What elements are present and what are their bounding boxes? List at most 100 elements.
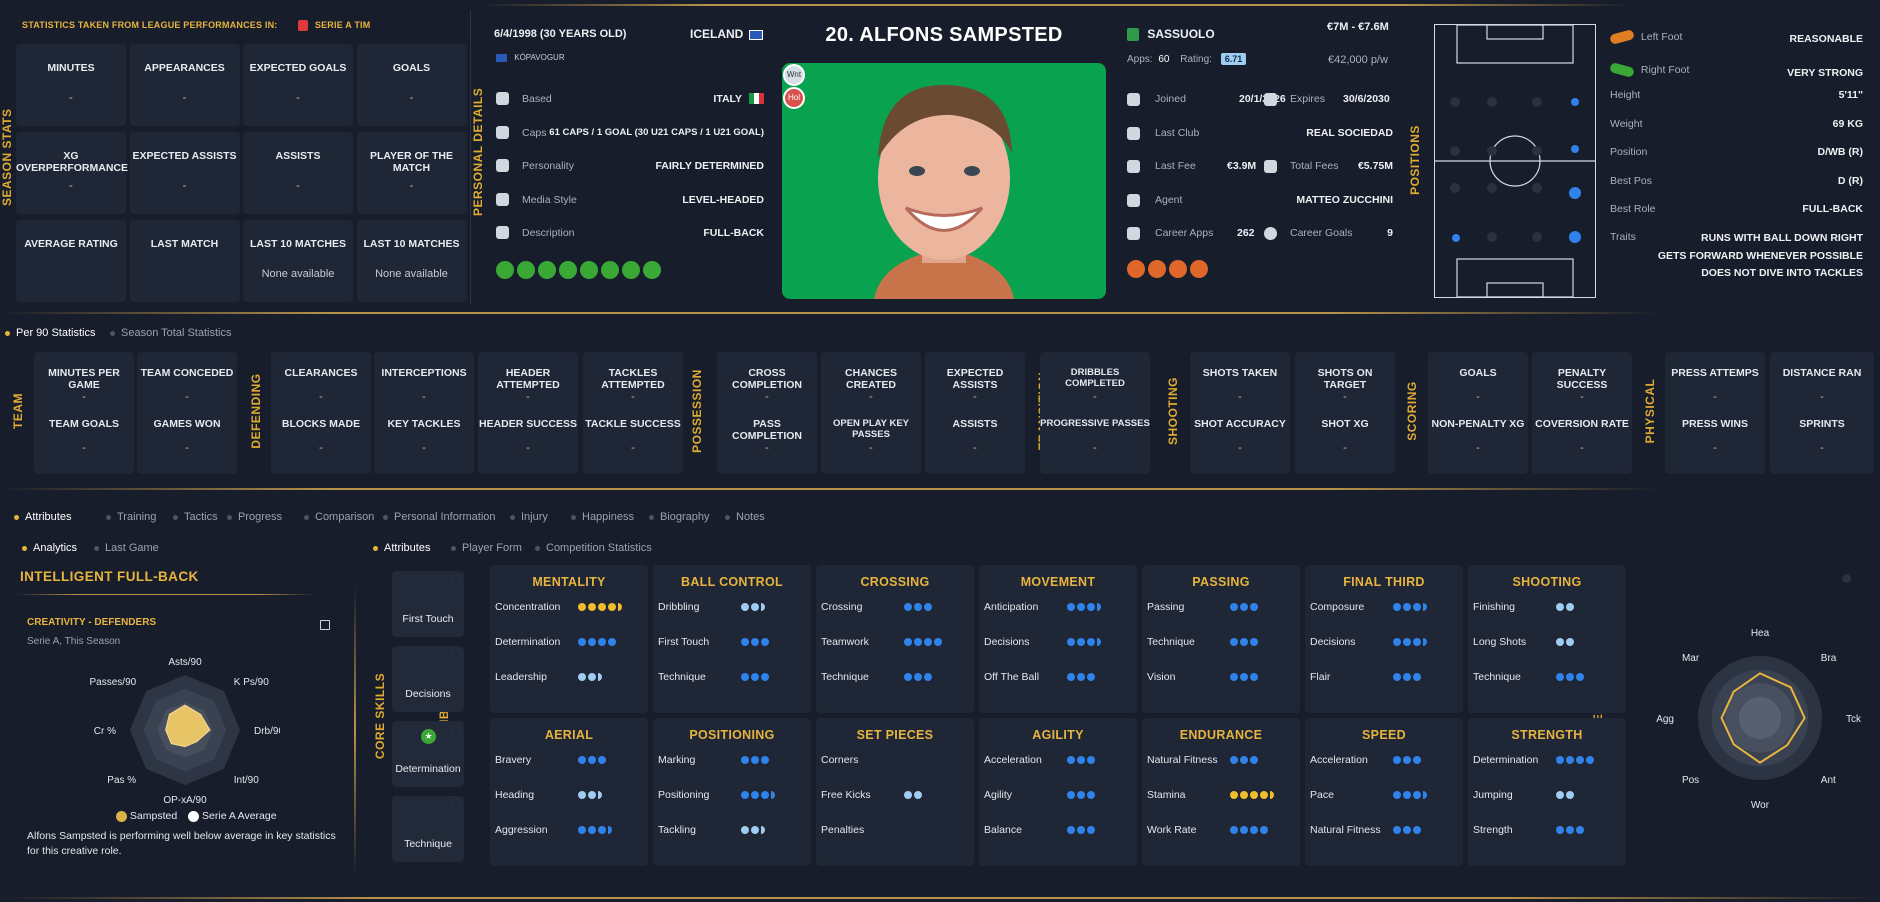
tab-season-total[interactable]: Season Total Statistics (110, 327, 231, 339)
attr-name[interactable]: Stamina (1147, 789, 1186, 801)
season-stat-expected-goals[interactable]: EXPECTED GOALS - (243, 44, 353, 126)
p90-card-dribbles-completed[interactable]: DRIBBLES COMPLETED - PROGRESSIVE PASSES - (1040, 352, 1150, 474)
badge-wnt[interactable]: Wnt (783, 64, 805, 86)
attr-name[interactable]: First Touch (658, 636, 710, 648)
season-stat-player-of-the-match[interactable]: PLAYER OF THE MATCH - (356, 132, 467, 214)
subtab-analytics[interactable]: Analytics (22, 542, 77, 554)
attr-name[interactable]: Work Rate (1147, 824, 1197, 836)
season-stat-average-rating[interactable]: AVERAGE RATING (16, 220, 126, 302)
settings-dot[interactable] (1842, 574, 1851, 583)
attr-name[interactable]: Leadership (495, 671, 547, 683)
season-stat-expected-assists[interactable]: EXPECTED ASSISTS - (129, 132, 240, 214)
trait-item[interactable]: RUNS WITH BALL DOWN RIGHT (1701, 232, 1863, 244)
core-skill-determination[interactable]: ★ Determination (392, 721, 464, 787)
tab-training[interactable]: Training (106, 511, 156, 523)
attr-name[interactable]: Strength (1473, 824, 1513, 836)
attr-name[interactable]: Agility (984, 789, 1013, 801)
attr-name[interactable]: Technique (1147, 636, 1195, 648)
core-skill-first-touch[interactable]: First Touch (392, 571, 464, 637)
subtab-attributes[interactable]: Attributes (373, 542, 430, 554)
attr-name[interactable]: Flair (1310, 671, 1331, 683)
tab-comparison[interactable]: Comparison (304, 511, 374, 523)
attr-name[interactable]: Determination (495, 636, 561, 648)
p90-card-team-conceded[interactable]: TEAM CONCEDED - GAMES WON - (137, 352, 237, 474)
season-stat-last-match[interactable]: LAST MATCH (129, 220, 240, 302)
core-skill-decisions[interactable]: Decisions (392, 646, 464, 712)
attr-name[interactable]: Composure (1310, 601, 1365, 613)
attr-name[interactable]: Passing (1147, 601, 1185, 613)
season-stat-xg-overperformance[interactable]: XG OVERPERFORMANCE - (16, 132, 128, 214)
tab-progress[interactable]: Progress (227, 511, 282, 523)
attr-name[interactable]: Natural Fitness (1147, 754, 1218, 766)
p90-card-tackles-attempted[interactable]: TACKLES ATTEMPTED - TACKLE SUCCESS - (583, 352, 683, 474)
attr-name[interactable]: Bravery (495, 754, 532, 766)
attr-name[interactable]: Anticipation (984, 601, 1039, 613)
attr-name[interactable]: Decisions (1310, 636, 1356, 648)
attr-name[interactable]: Finishing (1473, 601, 1516, 613)
attr-name[interactable]: Marking (658, 754, 696, 766)
tab-injury[interactable]: Injury (510, 511, 548, 523)
expand-icon[interactable] (320, 620, 330, 630)
p90-card-chances-created[interactable]: CHANCES CREATED - OPEN PLAY KEY PASSES - (821, 352, 921, 474)
trait-item[interactable]: DOES NOT DIVE INTO TACKLES (1701, 267, 1863, 279)
attr-name[interactable]: Technique (1473, 671, 1521, 683)
season-stat-last-10-matches[interactable]: LAST 10 MATCHES None available (356, 220, 467, 302)
attr-name[interactable]: Balance (984, 824, 1022, 836)
attr-name[interactable]: Vision (1147, 671, 1176, 683)
core-skill-technique[interactable]: Technique (392, 796, 464, 862)
attr-name[interactable]: Corners (821, 754, 859, 766)
subtab-player-form[interactable]: Player Form (451, 542, 522, 554)
attr-name[interactable]: Dribbling (658, 601, 700, 613)
p90-card-shots-taken[interactable]: SHOTS TAKEN - SHOT ACCURACY - (1190, 352, 1290, 474)
p90-card-goals[interactable]: GOALS - NON-PENALTY XG - (1428, 352, 1528, 474)
tab-happiness[interactable]: Happiness (571, 511, 634, 523)
agent-value[interactable]: MATTEO ZUCCHINI (1296, 194, 1393, 206)
p90-card-interceptions[interactable]: INTERCEPTIONS - KEY TACKLES - (374, 352, 474, 474)
tab-per90[interactable]: Per 90 Statistics (5, 327, 95, 339)
p90-card-press-attemps[interactable]: PRESS ATTEMPS - PRESS WINS - (1665, 352, 1765, 474)
club-name[interactable]: SASSUOLO (1127, 27, 1215, 42)
p90-card-expected-assists[interactable]: EXPECTED ASSISTS - ASSISTS - (925, 352, 1025, 474)
attr-name[interactable]: Acceleration (984, 754, 1042, 766)
subtab-competition-stats[interactable]: Competition Statistics (535, 542, 652, 554)
tab-personal-information[interactable]: Personal Information (383, 511, 496, 523)
tab-notes[interactable]: Notes (725, 511, 765, 523)
attr-name[interactable]: Acceleration (1310, 754, 1368, 766)
season-stat-goals[interactable]: GOALS - (356, 44, 467, 126)
tab-attributes[interactable]: Attributes (14, 511, 71, 523)
attr-name[interactable]: Free Kicks (821, 789, 871, 801)
attr-name[interactable]: Technique (658, 671, 706, 683)
attr-name[interactable]: Tackling (658, 824, 696, 836)
nation[interactable]: ICELAND (690, 27, 763, 41)
trait-item[interactable]: GETS FORWARD WHENEVER POSSIBLE (1657, 249, 1863, 262)
attr-name[interactable]: Decisions (984, 636, 1030, 648)
p90-card-minutes-per-game[interactable]: MINUTES PER GAME - TEAM GOALS - (34, 352, 134, 474)
tab-biography[interactable]: Biography (649, 511, 710, 523)
attr-name[interactable]: Penalties (821, 824, 865, 836)
attr-name[interactable]: Heading (495, 789, 535, 801)
subtab-last-game[interactable]: Last Game (94, 542, 159, 554)
positions-pitch[interactable] (1434, 24, 1596, 298)
attr-name[interactable]: Teamwork (821, 636, 869, 648)
attr-name[interactable]: Technique (821, 671, 869, 683)
last-club-value[interactable]: REAL SOCIEDAD (1306, 127, 1393, 139)
season-stat-minutes[interactable]: MINUTES - (16, 44, 126, 126)
p90-card-clearances[interactable]: CLEARANCES - BLOCKS MADE - (271, 352, 371, 474)
badge-hol[interactable]: Hol (783, 87, 805, 109)
p90-card-distance-ran[interactable]: DISTANCE RAN - SPRINTS - (1770, 352, 1874, 474)
p90-card-cross-completion[interactable]: CROSS COMPLETION - PASS COMPLETION - (717, 352, 817, 474)
attr-name[interactable]: Positioning (658, 789, 710, 801)
attr-name[interactable]: Crossing (821, 601, 863, 613)
attr-name[interactable]: Long Shots (1473, 636, 1527, 648)
season-stat-last-10-matches[interactable]: LAST 10 MATCHES None available (243, 220, 353, 302)
attr-name[interactable]: Jumping (1473, 789, 1513, 801)
season-stat-assists[interactable]: ASSISTS - (243, 132, 353, 214)
p90-card-penalty-success[interactable]: PENALTY SUCCESS - COVERSION RATE - (1532, 352, 1632, 474)
season-league[interactable]: SERIE A TIM (314, 20, 371, 30)
attr-name[interactable]: Natural Fitness (1310, 824, 1381, 836)
season-stat-appearances[interactable]: APPEARANCES - (129, 44, 240, 126)
attr-name[interactable]: Determination (1473, 754, 1539, 766)
p90-card-header-attempted[interactable]: HEADER ATTEMPTED - HEADER SUCCESS - (478, 352, 578, 474)
attr-name[interactable]: Pace (1310, 789, 1334, 801)
attr-name[interactable]: Off The Ball (984, 671, 1040, 683)
